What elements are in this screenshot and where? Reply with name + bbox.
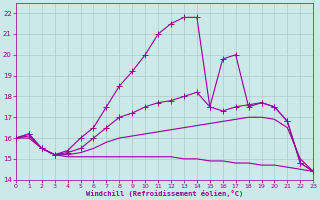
X-axis label: Windchill (Refroidissement éolien,°C): Windchill (Refroidissement éolien,°C): [86, 190, 243, 197]
